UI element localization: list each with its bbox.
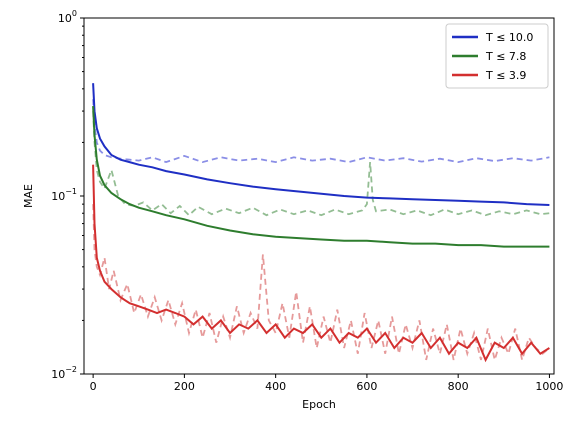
series-1-training-line (92, 106, 550, 248)
x-tick-label: 1000 (535, 380, 563, 393)
series-layer (92, 83, 550, 364)
y-tick-label: 10−2 (51, 365, 77, 381)
x-tick-label: 0 (90, 380, 97, 393)
y-tick-label: 10−1 (51, 187, 77, 203)
x-tick-label: 200 (174, 380, 195, 393)
series-0-validation-line (92, 99, 550, 164)
series-1-validation-line (92, 111, 550, 217)
series-0-training-line (92, 83, 550, 206)
x-tick-label: 800 (448, 380, 469, 393)
x-axis-label: Epoch (302, 398, 336, 411)
legend-label: T ≤ 10.0 (485, 31, 533, 44)
x-axis-ticks: 0 200 400 600 800 1000 (90, 374, 563, 393)
x-tick-label: 600 (356, 380, 377, 393)
legend-box (445, 23, 549, 89)
y-tick-label: 100 (58, 9, 77, 25)
series-2-training-line (92, 164, 550, 363)
legend-label: T ≤ 3.9 (485, 69, 526, 82)
y-axis-label: MAE (22, 184, 35, 208)
legend-label: T ≤ 7.8 (485, 50, 526, 63)
x-tick-label: 400 (265, 380, 286, 393)
legend: T ≤ 10.0 T ≤ 7.8 T ≤ 3.9 (445, 23, 549, 89)
y-axis-ticks: 10−2 10−1 100 (51, 9, 84, 381)
